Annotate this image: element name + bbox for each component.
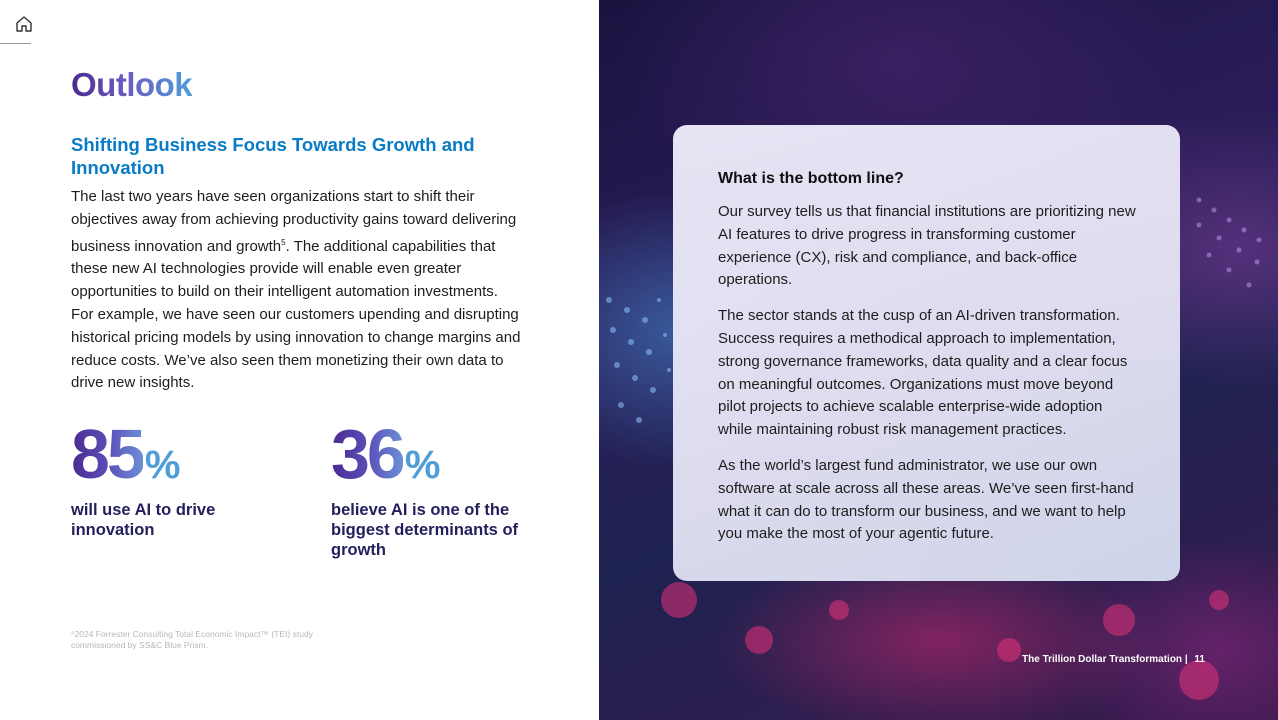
card-paragraph: As the world’s largest fund administrato… bbox=[718, 456, 1134, 543]
stat-number: 36 bbox=[331, 415, 406, 493]
stat-unit: % bbox=[144, 443, 181, 487]
footer-separator: | bbox=[1184, 654, 1188, 665]
stat-innovation: 85% will use AI to drive innovation bbox=[71, 416, 271, 540]
stat-unit: % bbox=[404, 443, 441, 487]
bottom-line-card: What is the bottom line? Our survey tell… bbox=[673, 125, 1180, 581]
footnote: ⁵2024 Forrester Consulting Total Economi… bbox=[71, 629, 313, 650]
header-divider bbox=[0, 43, 31, 44]
stat-description: believe AI is one of the biggest determi… bbox=[331, 501, 519, 559]
left-panel: Outlook Shifting Business Focus Towards … bbox=[0, 0, 599, 720]
stat-growth: 36% believe AI is one of the biggest det… bbox=[331, 416, 521, 560]
right-panel: What is the bottom line? Our survey tell… bbox=[599, 0, 1278, 720]
page-footer: The Trillion Dollar Transformation | 11 bbox=[1022, 654, 1205, 665]
stat-description: will use AI to drive innovation bbox=[71, 501, 216, 539]
stat-number: 85 bbox=[71, 415, 146, 493]
card-paragraph: The sector stands at the cusp of an AI-d… bbox=[718, 307, 1128, 439]
card-heading: What is the bottom line? bbox=[718, 170, 904, 187]
home-icon[interactable] bbox=[14, 14, 34, 34]
card-paragraph: Our survey tells us that financial insti… bbox=[718, 203, 1136, 289]
page-title: Outlook bbox=[71, 66, 193, 103]
card-text: Our survey tells us that financial insti… bbox=[718, 201, 1138, 559]
body-text: The last two years have seen organizatio… bbox=[71, 188, 521, 392]
footnote-ref[interactable]: 5 bbox=[281, 237, 286, 247]
publication-title: The Trillion Dollar Transformation bbox=[1022, 654, 1183, 665]
section-subtitle: Shifting Business Focus Towards Growth a… bbox=[71, 134, 475, 178]
background-image bbox=[606, 197, 1262, 700]
page-number: 11 bbox=[1194, 654, 1205, 665]
